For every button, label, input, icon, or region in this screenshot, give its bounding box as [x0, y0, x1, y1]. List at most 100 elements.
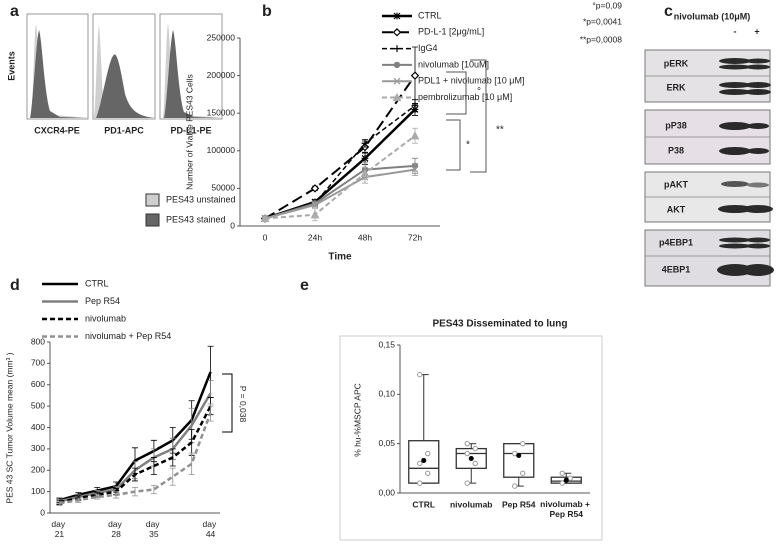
- legend-marker: [393, 12, 401, 20]
- error-bar: [94, 494, 101, 500]
- label-line: 28: [111, 529, 121, 539]
- data-point: [360, 168, 370, 177]
- data-point: [310, 210, 320, 219]
- x-tick-label: day 44: [203, 519, 219, 539]
- band: [719, 237, 751, 243]
- x-tick-label: 24h: [308, 232, 322, 242]
- series-line: [264, 168, 416, 220]
- data-point: [411, 166, 419, 174]
- data-point: [417, 371, 423, 378]
- plot-frame: [339, 335, 603, 541]
- data-point: [260, 213, 270, 223]
- y-tick-label: 600: [31, 379, 45, 389]
- column-label: -: [734, 26, 737, 36]
- data-point: [425, 450, 431, 457]
- histogram-label: PD-L1-PE: [170, 125, 211, 135]
- label-line: day: [146, 519, 162, 529]
- x-tick-label: day 35: [146, 519, 162, 539]
- column-label: +: [754, 26, 759, 36]
- label-line: 44: [206, 529, 216, 539]
- band: [719, 147, 751, 155]
- label-line: Pep R54: [549, 509, 583, 519]
- p-value-note: °p=0,09: [592, 0, 622, 10]
- band: [746, 64, 770, 70]
- significance-bracket: [446, 119, 461, 171]
- x-tick-label: CTRL: [412, 499, 435, 509]
- band: [745, 82, 771, 88]
- legend-swatch: [145, 213, 160, 227]
- data-point: [559, 480, 565, 486]
- histogram-label: CXCR4-PE: [34, 125, 80, 135]
- band: [746, 243, 770, 249]
- significance-label: °: [477, 87, 481, 98]
- y-tick-label: 0: [40, 507, 45, 517]
- legend-marker: [393, 77, 401, 85]
- band: [717, 264, 753, 276]
- data-point: [417, 480, 423, 486]
- band: [719, 64, 751, 70]
- y-tick-label: 250000: [207, 32, 236, 42]
- data-point: [311, 201, 319, 209]
- error-bar: [188, 452, 195, 475]
- band: [747, 123, 769, 129]
- panel-label: d: [10, 277, 20, 294]
- blot-label: P38: [668, 145, 684, 155]
- mean-point: [421, 457, 427, 463]
- band: [747, 148, 769, 154]
- legend-label: CTRL: [418, 10, 442, 20]
- panel-label: b: [262, 3, 272, 20]
- label-line: nivolumab +: [540, 499, 592, 509]
- x-tick-label: 0: [263, 232, 268, 242]
- significance-bracket: [470, 59, 487, 173]
- series-line: [264, 134, 416, 220]
- x-tick-label: day 21: [51, 519, 67, 539]
- legend-marker: [392, 92, 402, 102]
- blot-title: nivolumab (10μM): [674, 11, 751, 21]
- y-tick-label: 0,00: [378, 487, 395, 497]
- significance-label: *: [466, 140, 470, 151]
- y-axis-label: % hu-%MSCP APC: [352, 383, 362, 457]
- legend-marker: [392, 28, 402, 37]
- series-line: [264, 108, 416, 220]
- y-tick-label: 0: [230, 220, 235, 230]
- series-line: [264, 75, 416, 220]
- band: [719, 89, 751, 95]
- y-tick-label: 100000: [207, 145, 236, 155]
- series-line: [264, 105, 416, 220]
- legend-label: PDL1 + nivolumab [10 μM]: [418, 76, 525, 86]
- data-point: [512, 483, 518, 489]
- y-tick-label: 0,05: [378, 438, 395, 448]
- data-point: [310, 184, 320, 193]
- x-tick-label: Pep R54: [502, 499, 536, 509]
- y-tick-label: 400: [31, 422, 45, 432]
- blot-label: ERK: [666, 82, 686, 92]
- y-tick-label: 50000: [211, 183, 235, 193]
- x-tick-label: nivolumab: [450, 499, 493, 509]
- x-tick-label: nivolumab + Pep R54: [540, 499, 592, 519]
- band: [745, 89, 771, 95]
- significance-label: **: [496, 125, 504, 136]
- band: [719, 82, 751, 88]
- y-axis-label: PES 43 SC Tumor Volume mean (mm³ ): [4, 352, 14, 503]
- mean-point: [468, 455, 474, 461]
- legend-label: CTRL: [85, 278, 109, 288]
- y-tick-label: 0,15: [378, 339, 395, 349]
- data-point: [520, 470, 526, 476]
- band: [718, 205, 752, 213]
- p-value-note: **p=0,0008: [580, 34, 623, 44]
- y-tick-label: 100: [31, 486, 45, 496]
- label-line: 35: [149, 529, 159, 539]
- p-value-note: P = 0,038: [238, 386, 248, 423]
- blot-label: pP38: [665, 120, 687, 130]
- legend-label: nivolumab: [85, 313, 126, 323]
- data-point: [410, 71, 420, 80]
- error-bar: [75, 497, 82, 503]
- label-line: 21: [55, 529, 65, 539]
- legend-swatch: [145, 193, 160, 207]
- blot-label: pERK: [664, 58, 689, 68]
- legend-label: nivolumab + Pep R54: [85, 331, 171, 341]
- error-bar: [150, 457, 157, 475]
- series-line: [59, 392, 212, 503]
- data-point: [559, 470, 565, 476]
